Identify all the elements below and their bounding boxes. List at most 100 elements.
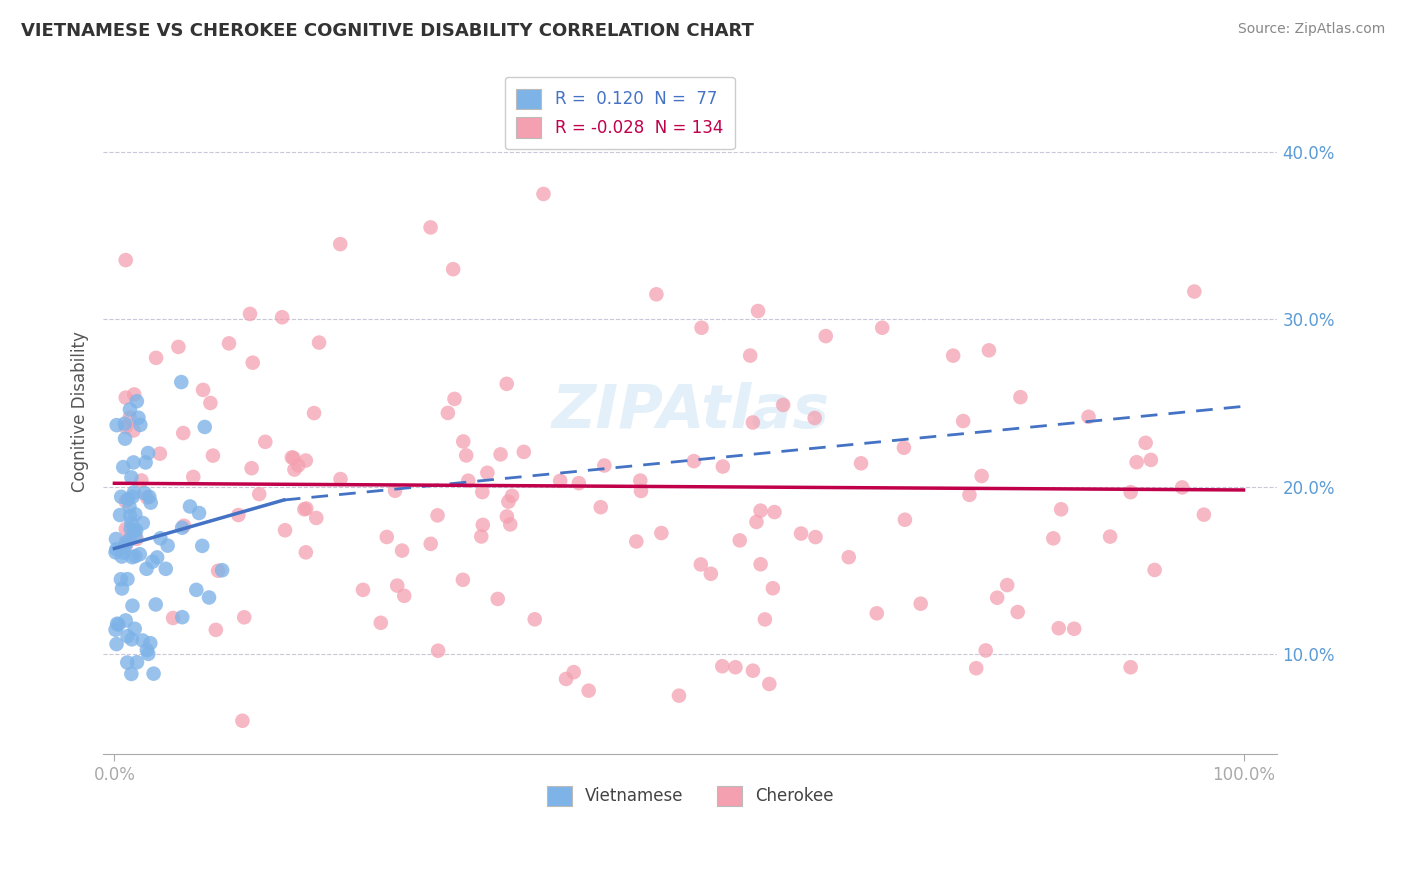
Point <box>173 518 195 533</box>
Point <box>135 455 157 469</box>
Point <box>427 643 450 657</box>
Point <box>239 307 262 321</box>
Point <box>170 375 193 389</box>
Point <box>139 636 162 650</box>
Point <box>1007 605 1029 619</box>
Point <box>392 589 415 603</box>
Point <box>127 410 149 425</box>
Point <box>145 598 167 612</box>
Point <box>112 460 135 475</box>
Point <box>207 564 229 578</box>
Point <box>121 599 143 613</box>
Point <box>419 220 441 235</box>
Point <box>108 508 131 522</box>
Point <box>142 555 165 569</box>
Point <box>700 566 723 581</box>
Point <box>120 516 142 530</box>
Point <box>910 597 932 611</box>
Point <box>129 417 152 432</box>
Point <box>419 537 441 551</box>
Point <box>112 546 135 560</box>
Point <box>568 476 591 491</box>
Point <box>114 417 136 431</box>
Point <box>114 614 136 628</box>
Point <box>952 414 974 428</box>
Point <box>790 526 813 541</box>
Point <box>228 508 250 522</box>
Point <box>287 458 309 473</box>
Point <box>120 470 142 484</box>
Point <box>191 383 214 397</box>
Point <box>740 349 762 363</box>
Point <box>136 491 159 505</box>
Point <box>121 550 143 565</box>
Point <box>630 483 652 498</box>
Point <box>689 558 711 572</box>
Point <box>959 488 981 502</box>
Point <box>122 387 145 401</box>
Y-axis label: Cognitive Disability: Cognitive Disability <box>72 331 89 491</box>
Point <box>128 547 150 561</box>
Point <box>489 447 512 461</box>
Point <box>589 500 612 515</box>
Point <box>114 539 136 553</box>
Point <box>112 540 135 554</box>
Point <box>118 500 141 514</box>
Point <box>155 562 177 576</box>
Point <box>201 449 224 463</box>
Point <box>114 535 136 549</box>
Point <box>200 396 222 410</box>
Point <box>122 485 145 500</box>
Point <box>117 629 139 643</box>
Point <box>134 486 156 500</box>
Point <box>156 539 179 553</box>
Point <box>803 411 825 425</box>
Point <box>104 623 127 637</box>
Point <box>555 672 578 686</box>
Point <box>125 532 148 546</box>
Point <box>501 489 523 503</box>
Point <box>114 253 136 268</box>
Text: VIETNAMESE VS CHEROKEE COGNITIVE DISABILITY CORRELATION CHART: VIETNAMESE VS CHEROKEE COGNITIVE DISABIL… <box>21 22 754 40</box>
Point <box>894 513 917 527</box>
Point <box>205 623 228 637</box>
Point <box>1077 409 1099 424</box>
Point <box>283 450 305 465</box>
Point <box>370 615 392 630</box>
Point <box>124 622 146 636</box>
Point <box>254 434 277 449</box>
Point <box>135 562 157 576</box>
Point <box>149 531 172 545</box>
Point <box>593 458 616 473</box>
Point <box>1042 532 1064 546</box>
Point <box>451 434 474 449</box>
Point <box>523 612 546 626</box>
Point <box>391 543 413 558</box>
Point <box>457 474 479 488</box>
Point <box>626 534 648 549</box>
Point <box>1010 390 1032 404</box>
Point <box>292 502 315 516</box>
Point <box>496 509 519 524</box>
Point <box>198 591 221 605</box>
Point <box>745 515 768 529</box>
Point <box>683 454 706 468</box>
Point <box>114 432 136 446</box>
Point <box>114 420 136 434</box>
Point <box>443 392 465 406</box>
Point <box>124 549 146 563</box>
Point <box>120 522 142 536</box>
Point <box>172 425 194 440</box>
Point <box>690 320 713 334</box>
Point <box>548 474 571 488</box>
Point <box>211 563 233 577</box>
Point <box>247 487 270 501</box>
Point <box>1125 455 1147 469</box>
Point <box>104 545 127 559</box>
Point <box>281 450 304 465</box>
Point <box>1140 453 1163 467</box>
Point <box>117 572 139 586</box>
Point <box>384 483 406 498</box>
Point <box>110 490 132 504</box>
Point <box>942 349 965 363</box>
